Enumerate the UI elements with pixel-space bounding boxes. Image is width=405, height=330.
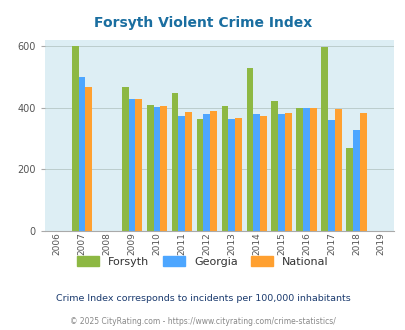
Bar (334, 109, 341, 231)
Bar (277, 114, 284, 231)
Bar (147, 105, 153, 231)
Bar (309, 108, 316, 231)
Bar (85, 87, 92, 231)
Bar (178, 116, 185, 231)
Legend: Forsyth, Georgia, National: Forsyth, Georgia, National (77, 255, 328, 267)
Bar (303, 108, 309, 231)
Bar (135, 99, 142, 231)
Bar (234, 118, 241, 231)
Text: © 2025 CityRating.com - https://www.cityrating.com/crime-statistics/: © 2025 CityRating.com - https://www.city… (70, 317, 335, 326)
Bar (185, 112, 192, 231)
Bar (153, 107, 160, 231)
Bar (352, 130, 359, 231)
Bar (359, 113, 366, 231)
Bar (259, 116, 266, 231)
Bar (210, 111, 216, 231)
Bar (321, 47, 327, 231)
Bar (160, 106, 166, 231)
Bar (271, 101, 277, 231)
Text: Forsyth Violent Crime Index: Forsyth Violent Crime Index (94, 16, 311, 30)
Bar (296, 108, 303, 231)
Bar (253, 114, 259, 231)
Bar (246, 68, 253, 231)
Bar (196, 119, 203, 231)
Bar (72, 47, 79, 231)
Bar (228, 119, 234, 231)
Bar (79, 77, 85, 231)
Bar (345, 148, 352, 231)
Bar (128, 99, 135, 231)
Bar (284, 113, 291, 231)
Bar (122, 86, 128, 231)
Text: Crime Index corresponds to incidents per 100,000 inhabitants: Crime Index corresponds to incidents per… (55, 294, 350, 303)
Bar (171, 93, 178, 231)
Bar (221, 106, 228, 231)
Bar (203, 114, 210, 231)
Bar (327, 120, 334, 231)
